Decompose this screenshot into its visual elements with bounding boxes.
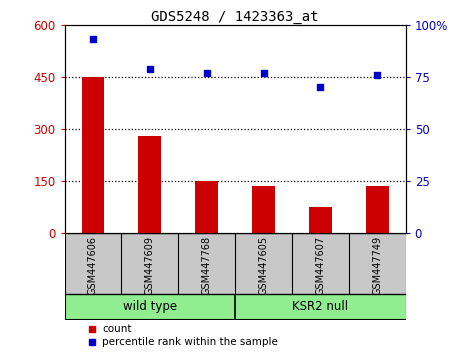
Bar bbox=[252, 186, 275, 233]
Point bbox=[260, 70, 267, 75]
Point bbox=[203, 70, 210, 75]
Text: percentile rank within the sample: percentile rank within the sample bbox=[102, 337, 278, 347]
Point bbox=[89, 36, 97, 42]
Text: GSM447606: GSM447606 bbox=[88, 236, 98, 295]
Point bbox=[146, 66, 154, 72]
Point bbox=[373, 72, 381, 78]
Bar bbox=[82, 77, 104, 233]
Bar bbox=[366, 186, 389, 233]
Text: GSM447607: GSM447607 bbox=[315, 236, 325, 295]
Text: KSR2 null: KSR2 null bbox=[292, 301, 349, 313]
Title: GDS5248 / 1423363_at: GDS5248 / 1423363_at bbox=[151, 10, 319, 24]
Point bbox=[317, 85, 324, 90]
Bar bbox=[309, 207, 332, 233]
Text: GSM447749: GSM447749 bbox=[372, 236, 382, 295]
Text: GSM447609: GSM447609 bbox=[145, 236, 155, 295]
Text: GSM447605: GSM447605 bbox=[259, 236, 269, 295]
Text: wild type: wild type bbox=[123, 301, 177, 313]
Bar bbox=[138, 136, 161, 233]
Text: GSM447768: GSM447768 bbox=[201, 236, 212, 295]
Text: count: count bbox=[102, 324, 131, 334]
Bar bbox=[195, 181, 218, 233]
